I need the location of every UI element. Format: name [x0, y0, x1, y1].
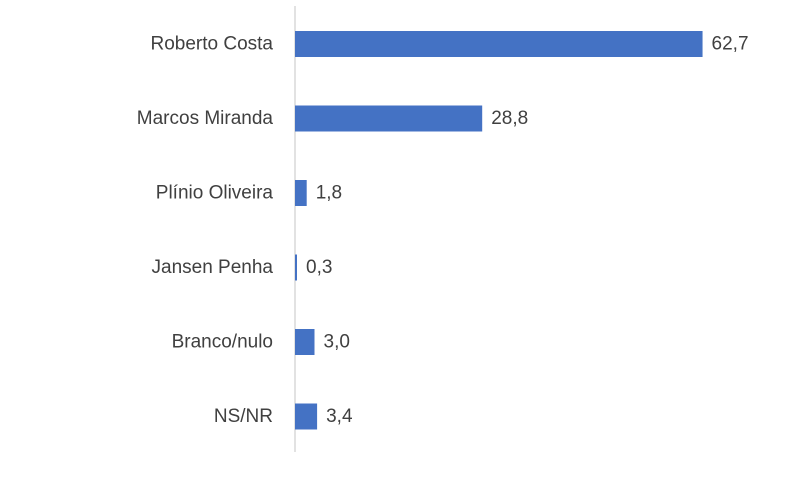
category-label-1: Marcos Miranda: [137, 108, 274, 129]
category-label-3: Jansen Penha: [152, 257, 274, 278]
value-labels-group: 62,7 28,8 1,8 0,3 3,0 3,4: [306, 34, 749, 428]
bar-3: [295, 254, 297, 281]
value-label-3: 0,3: [306, 257, 332, 278]
bar-5: [295, 403, 318, 430]
bar-4: [295, 329, 315, 355]
category-label-2: Plínio Oliveira: [156, 183, 274, 204]
value-label-4: 3,0: [324, 332, 350, 353]
category-label-0: Roberto Costa: [150, 34, 273, 55]
bars-group: [295, 31, 703, 430]
bar-2: [295, 180, 307, 206]
category-label-5: NS/NR: [214, 406, 273, 427]
value-label-2: 1,8: [316, 183, 342, 204]
value-label-0: 62,7: [712, 34, 749, 55]
value-label-1: 28,8: [491, 108, 528, 129]
value-label-5: 3,4: [326, 406, 353, 427]
category-label-4: Branco/nulo: [172, 332, 273, 353]
bar-0: [295, 31, 703, 57]
bar-1: [295, 105, 483, 132]
category-labels-group: Roberto Costa Marcos Miranda Plínio Olivei…: [137, 34, 274, 428]
